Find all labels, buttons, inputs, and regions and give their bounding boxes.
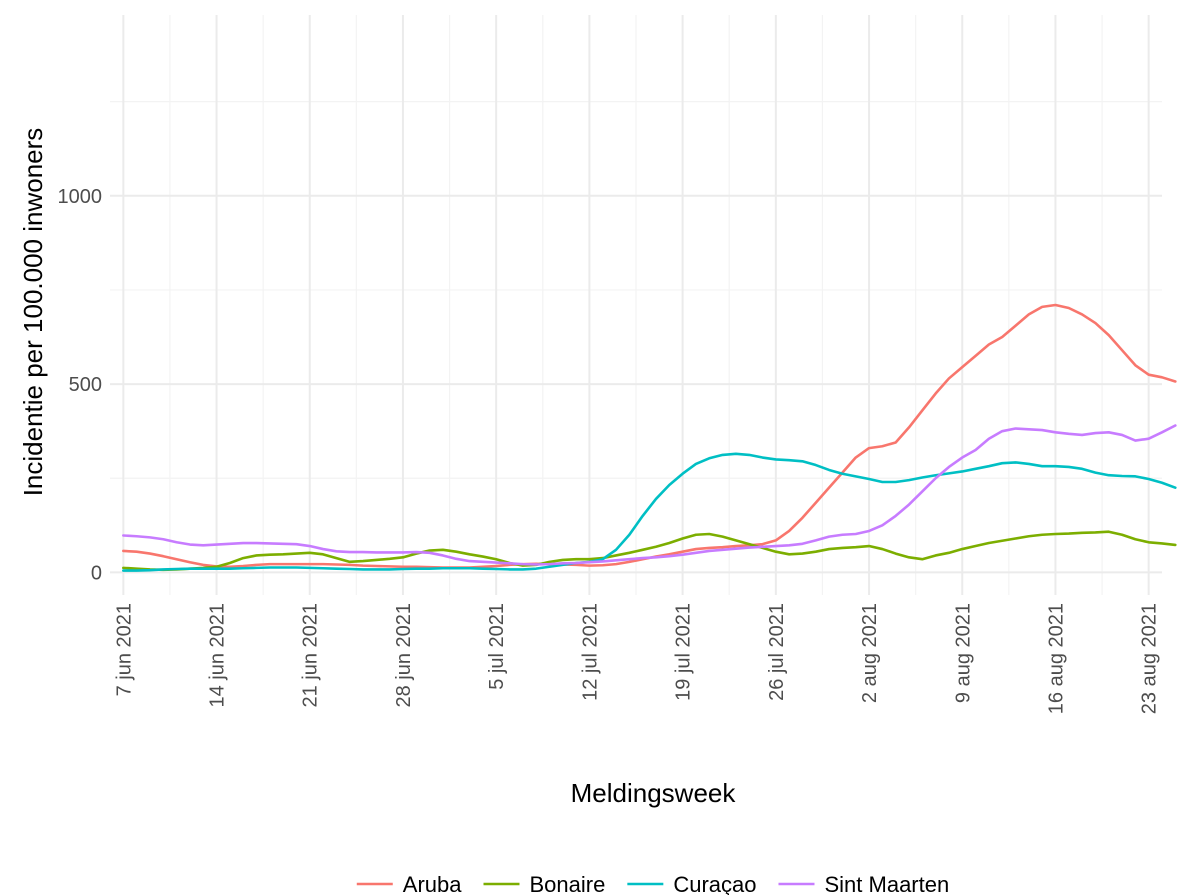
- series-line-aruba: [122, 303, 1177, 569]
- x-tick-label: 23 aug 2021: [1139, 603, 1161, 714]
- minor-gridlines: [110, 15, 1162, 595]
- legend-item-sint-maarten: Sint Maarten: [778, 872, 949, 895]
- x-tick-label: 26 jul 2021: [766, 603, 788, 701]
- legend-item-bonaire: Bonaire: [483, 872, 605, 895]
- legend: Aruba Bonaire Curaçao Sint Maarten: [356, 872, 949, 895]
- series-line-sint-maarten: [122, 424, 1177, 566]
- x-tick-label: 19 jul 2021: [673, 603, 695, 701]
- y-tick-label: 500: [69, 374, 102, 396]
- legend-item-aruba: Aruba: [356, 872, 462, 895]
- series-line-cura-ao: [122, 452, 1177, 572]
- x-tick-label: 21 jun 2021: [300, 603, 322, 708]
- x-tick-label: 14 jun 2021: [207, 603, 229, 708]
- y-tick-label: 0: [91, 562, 102, 584]
- x-tick-label: 2 aug 2021: [859, 603, 881, 703]
- legend-label: Aruba: [403, 872, 462, 895]
- series-line-bonaire: [122, 530, 1177, 572]
- x-tick-label: 7 jun 2021: [113, 603, 135, 696]
- legend-label: Bonaire: [529, 872, 605, 895]
- x-tick-label: 28 jun 2021: [393, 603, 415, 708]
- major-gridlines: [110, 15, 1162, 595]
- series-lines: [122, 303, 1177, 572]
- x-tick-label: 5 jul 2021: [486, 603, 508, 690]
- legend-label: Sint Maarten: [824, 872, 949, 895]
- x-tick-label: 12 jul 2021: [579, 603, 601, 701]
- y-axis-tick-labels: 0 500 1000: [58, 186, 103, 585]
- y-tick-label: 1000: [58, 186, 103, 208]
- x-tick-label: 9 aug 2021: [952, 603, 974, 703]
- x-axis-tick-labels: 7 jun 2021 14 jun 2021 21 jun 2021 28 jun 2…: [113, 603, 1160, 714]
- legend-label: Curaçao: [673, 872, 756, 895]
- y-axis-title: Incidentie per 100.000 inwoners: [18, 128, 48, 497]
- x-tick-label: 16 aug 2021: [1045, 603, 1067, 714]
- x-axis-title: Meldingsweek: [571, 778, 737, 808]
- legend-item-cura-ao: Curaçao: [627, 872, 756, 895]
